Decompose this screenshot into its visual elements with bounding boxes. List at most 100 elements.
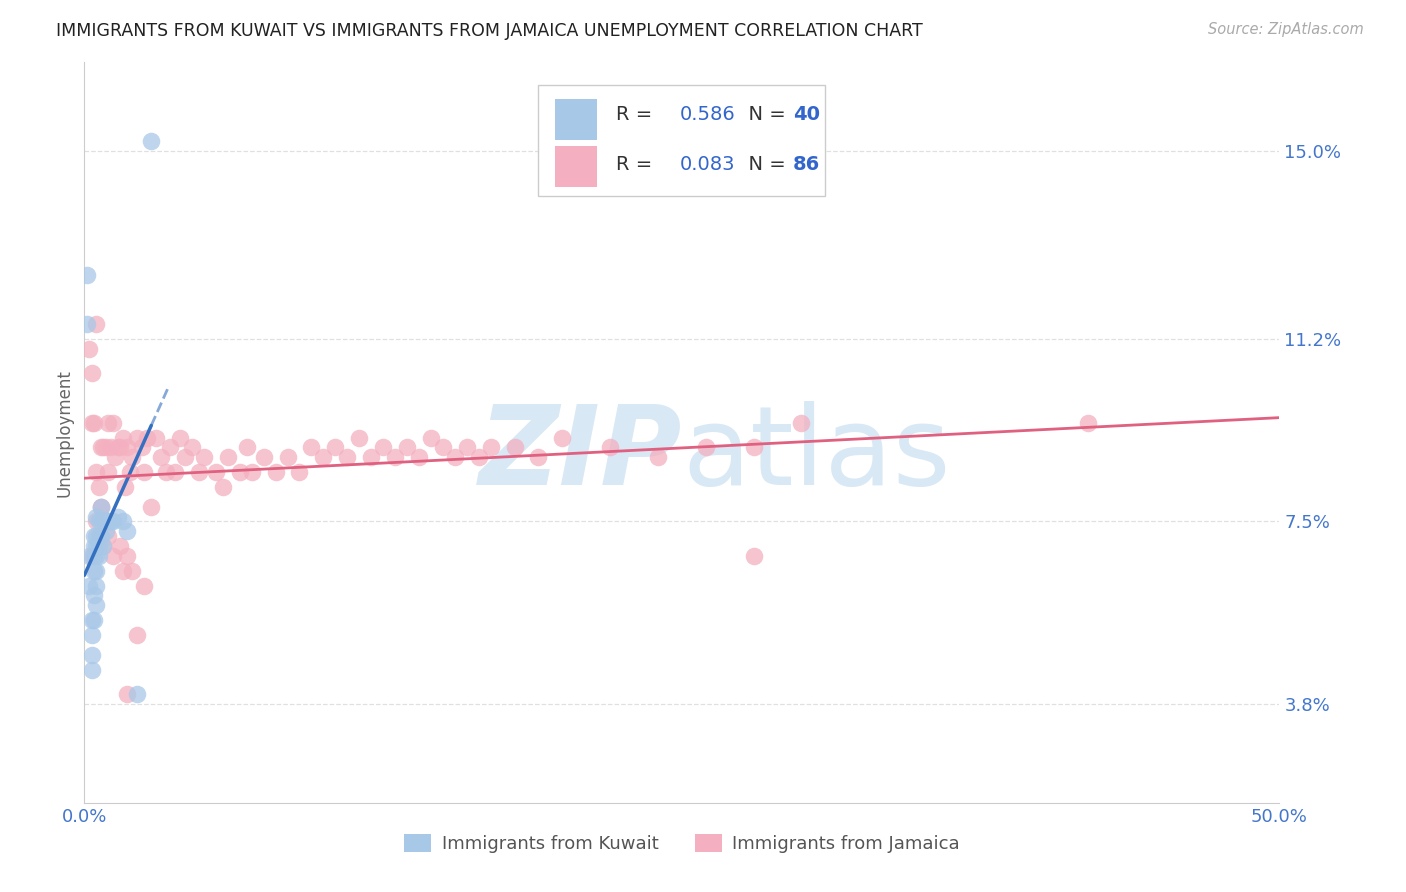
Text: 0.586: 0.586 [679, 104, 735, 124]
Point [80, 648, 103, 662]
Point [240, 465, 263, 479]
Point [80, 549, 103, 563]
Point [117, 524, 139, 539]
Point [253, 450, 276, 465]
Point [100, 441, 122, 455]
Point [83, 416, 105, 430]
Point [169, 431, 191, 445]
Point [456, 441, 478, 455]
Point [86, 515, 108, 529]
Point [695, 441, 717, 455]
Point [77, 342, 100, 356]
Point [101, 416, 124, 430]
Point [349, 431, 371, 445]
Point [107, 441, 129, 455]
Point [444, 450, 467, 465]
Bar [555, 99, 598, 140]
Point [86, 465, 108, 479]
Point [125, 628, 148, 642]
Point [97, 416, 120, 430]
Point [80, 628, 103, 642]
Text: R =: R = [616, 155, 658, 174]
Point [90, 500, 112, 514]
Point [193, 450, 215, 465]
Point [86, 317, 108, 331]
Point [110, 539, 132, 553]
Point [93, 441, 115, 455]
Point [325, 441, 347, 455]
Text: Source: ZipAtlas.com: Source: ZipAtlas.com [1208, 22, 1364, 37]
Point [97, 515, 120, 529]
Point [188, 465, 211, 479]
Text: IMMIGRANTS FROM KUWAIT VS IMMIGRANTS FROM JAMAICA UNEMPLOYMENT CORRELATION CHART: IMMIGRANTS FROM KUWAIT VS IMMIGRANTS FRO… [56, 22, 922, 40]
Point [125, 431, 148, 445]
Point [165, 465, 187, 479]
Text: R =: R = [616, 104, 658, 124]
Point [229, 465, 252, 479]
Point [312, 450, 335, 465]
Point [132, 579, 156, 593]
Point [90, 500, 112, 514]
Text: ZIP: ZIP [478, 401, 682, 508]
Point [159, 441, 181, 455]
Point [80, 613, 103, 627]
Point [121, 450, 143, 465]
Point [87, 515, 110, 529]
Point [408, 450, 430, 465]
Point [101, 515, 124, 529]
FancyBboxPatch shape [538, 85, 825, 195]
Point [1077, 416, 1099, 430]
Point [97, 529, 120, 543]
Point [86, 529, 108, 543]
Point [396, 441, 419, 455]
Point [87, 549, 110, 563]
Point [80, 663, 103, 677]
Point [181, 441, 204, 455]
Point [132, 465, 156, 479]
Point [83, 539, 105, 553]
Point [107, 509, 129, 524]
Point [503, 441, 526, 455]
Point [145, 431, 167, 445]
Point [104, 450, 127, 465]
Point [110, 441, 132, 455]
Point [86, 579, 108, 593]
Point [468, 450, 491, 465]
Point [77, 549, 100, 563]
Point [360, 450, 382, 465]
Point [80, 367, 103, 381]
Point [87, 539, 110, 553]
Point [87, 529, 110, 543]
Point [288, 465, 311, 479]
Point [141, 500, 163, 514]
Point [155, 465, 177, 479]
Point [86, 509, 108, 524]
Bar [555, 146, 598, 186]
Point [742, 441, 765, 455]
Point [100, 515, 122, 529]
Point [212, 480, 235, 494]
Point [301, 441, 323, 455]
Point [420, 431, 443, 445]
Point [111, 564, 134, 578]
Point [599, 441, 621, 455]
Point [83, 613, 105, 627]
Text: atlas: atlas [682, 401, 950, 508]
Text: 0.083: 0.083 [679, 155, 735, 174]
Point [432, 441, 454, 455]
Point [111, 515, 134, 529]
Point [87, 529, 110, 543]
Point [111, 431, 134, 445]
Point [94, 524, 117, 539]
Point [93, 539, 115, 553]
Point [135, 431, 157, 445]
Point [83, 589, 105, 603]
Point [647, 450, 669, 465]
Point [90, 441, 112, 455]
Point [86, 549, 108, 563]
Point [236, 441, 259, 455]
Point [527, 450, 550, 465]
Point [742, 549, 765, 563]
Y-axis label: Unemployment: Unemployment [55, 368, 73, 497]
Point [114, 480, 136, 494]
